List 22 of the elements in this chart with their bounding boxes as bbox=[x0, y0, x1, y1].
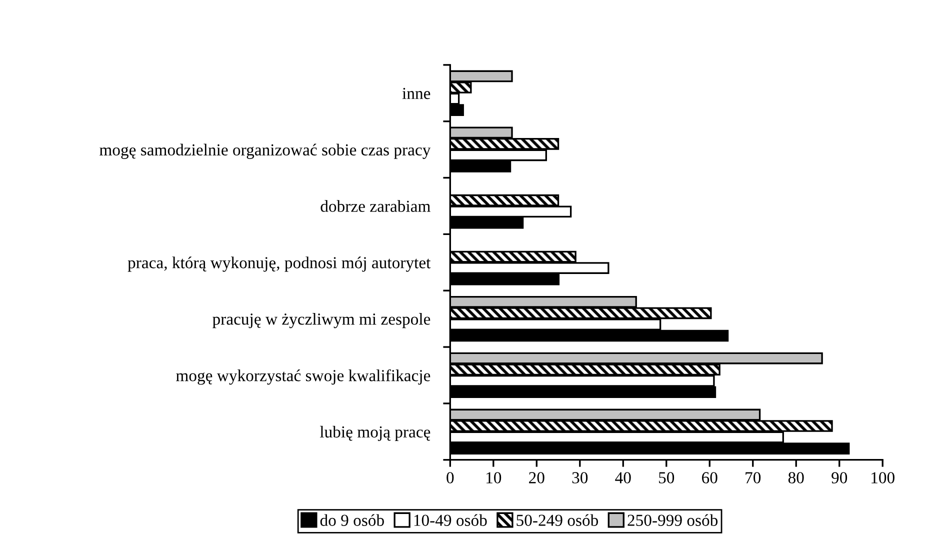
x-tick-label: 10 bbox=[486, 472, 502, 484]
legend-label: do 9 osób bbox=[320, 514, 384, 526]
legend-label: 50-249 osób bbox=[516, 514, 598, 526]
y-tick-label: dobrze zarabiam bbox=[320, 200, 430, 212]
y-tick-label: inne bbox=[402, 88, 430, 100]
x-tick-label: 30 bbox=[572, 472, 588, 484]
x-tick-label: 40 bbox=[615, 472, 631, 484]
x-tick-label: 100 bbox=[872, 472, 894, 484]
x-tick-label: 20 bbox=[529, 472, 544, 484]
x-tick-label: 90 bbox=[832, 472, 848, 484]
x-tick-label: 0 bbox=[446, 472, 454, 484]
y-tick-label: pracuję w życzliwym mi zespole bbox=[212, 313, 430, 328]
x-tick-label: 70 bbox=[746, 472, 761, 484]
legend-label: 10-49 osób bbox=[414, 514, 487, 526]
y-tick-label: mogę wykorzystać swoje kwalifikacje bbox=[176, 369, 430, 385]
x-tick-label: 60 bbox=[702, 472, 718, 484]
y-tick-label: lubię moją pracę bbox=[320, 426, 430, 441]
y-tick-label: praca, którą wykonuję, podnosi mój autorytet bbox=[128, 256, 431, 272]
y-tick-label: mogę samodzielnie organizować sobie czas pracy bbox=[100, 144, 431, 159]
x-tick-label: 50 bbox=[659, 472, 674, 484]
x-tick-label: 80 bbox=[788, 472, 804, 484]
legend-label: 250-999 osób bbox=[628, 514, 718, 526]
